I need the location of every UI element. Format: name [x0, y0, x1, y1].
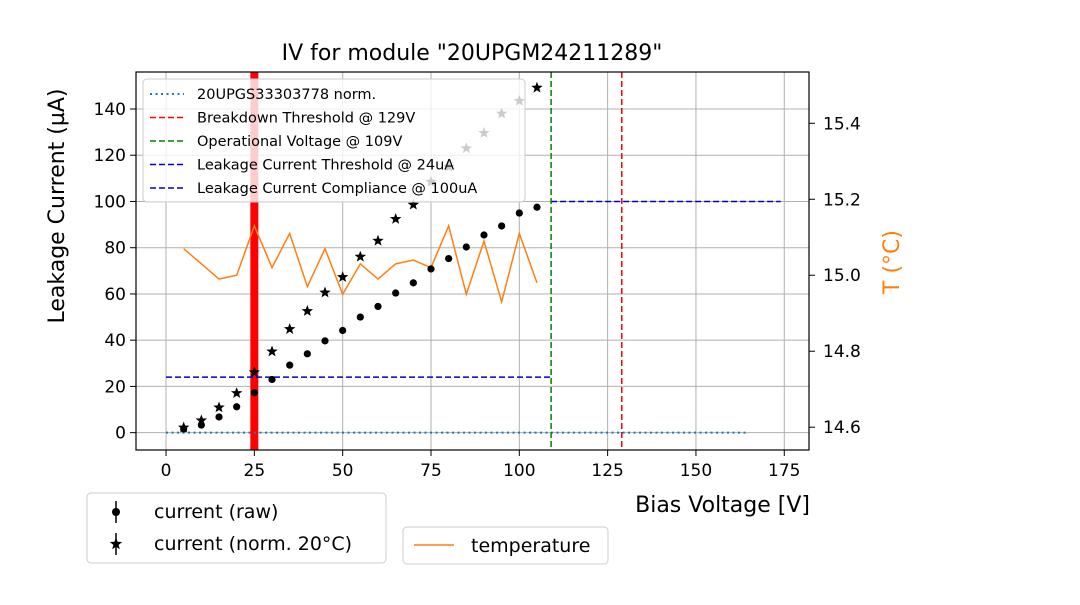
raw-current-point — [233, 403, 241, 411]
temperature-line — [183, 223, 538, 305]
raw-current-point — [480, 231, 488, 239]
x-tick-label: 100 — [503, 461, 535, 481]
legend-norm-marker — [109, 537, 123, 550]
norm-current-point — [301, 305, 314, 316]
legend-current-box — [86, 492, 387, 564]
norm-current-point — [531, 81, 543, 93]
x-axis-label: Bias Voltage [V] — [635, 493, 810, 518]
raw-current-point — [445, 254, 453, 263]
x-tick-label: 0 — [161, 461, 172, 481]
legend-raw-label: current (raw) — [154, 501, 278, 523]
legend-threshold-label: Leakage Current Threshold @ 24uA — [197, 158, 454, 174]
legend-temperature-label: temperature — [471, 535, 590, 557]
raw-current-point — [286, 361, 294, 369]
y2-tick-label: 15.4 — [823, 114, 861, 134]
plot-frame — [135, 71, 810, 451]
raw-current-point — [250, 389, 258, 397]
raw-current-point — [409, 279, 417, 287]
norm-current-point — [372, 234, 384, 246]
y2-tick-label: 14.8 — [823, 342, 861, 362]
legend-norm-label: current (norm. 20°C) — [154, 533, 352, 555]
raw-current-point — [498, 222, 506, 230]
x-tick-label: 50 — [332, 461, 354, 481]
y-tick-label: 120 — [94, 146, 126, 166]
raw-current-point — [462, 243, 470, 251]
legend-main-box — [142, 78, 526, 203]
legend-temperature-box — [402, 526, 609, 565]
norm-current-point — [389, 213, 402, 224]
y-tick-label: 100 — [94, 192, 126, 212]
norm-current-point — [195, 414, 208, 426]
legend-raw-marker — [112, 508, 120, 516]
y2-tick-label: 15.2 — [823, 190, 861, 210]
norm-current-point — [248, 366, 261, 378]
raw-current-point — [515, 209, 523, 217]
chart-title: IV for module "20UPGM24211289" — [282, 41, 663, 66]
norm-current-point — [283, 323, 296, 334]
raw-current-point — [321, 337, 329, 345]
raw-current-point — [427, 265, 435, 273]
raw-current-point — [303, 350, 311, 358]
x-tick-label: 25 — [244, 461, 266, 481]
raw-current-point — [215, 413, 223, 421]
y-tick-label: 60 — [104, 285, 126, 305]
norm-current-point — [266, 345, 278, 357]
norm-current-point — [336, 271, 349, 282]
raw-current-point — [356, 313, 364, 321]
raw-current-point — [392, 289, 400, 297]
y2-tick-label: 14.6 — [823, 418, 861, 438]
norm-current-point — [213, 401, 225, 413]
x-tick-label: 75 — [420, 461, 442, 481]
raw-current-point — [374, 302, 382, 311]
legend-operational-label: Operational Voltage @ 109V — [197, 134, 402, 150]
y-tick-label: 80 — [104, 239, 126, 259]
y-tick-label: 40 — [104, 331, 126, 351]
y2-axis-label: T (°C) — [880, 230, 905, 295]
norm-current-point — [354, 250, 367, 262]
raw-current-point — [339, 326, 347, 335]
norm-current-point — [407, 198, 420, 210]
y-axis-label: Leakage Current (µA) — [45, 88, 70, 323]
legend-breakdown-label: Breakdown Threshold @ 129V — [197, 111, 415, 127]
y-tick-label: 20 — [104, 377, 126, 397]
y2-tick-label: 15.0 — [823, 266, 861, 286]
norm-current-point — [319, 286, 331, 298]
legend-compliance-label: Leakage Current Compliance @ 100uA — [197, 181, 477, 197]
x-tick-label: 150 — [680, 461, 712, 481]
x-tick-label: 175 — [768, 461, 800, 481]
y-tick-label: 0 — [115, 424, 126, 444]
norm-current-point — [177, 421, 190, 433]
raw-current-point — [268, 375, 276, 384]
raw-current-point — [533, 203, 541, 211]
y-tick-label: 140 — [94, 100, 126, 120]
x-tick-label: 125 — [591, 461, 623, 481]
legend-reference-label: 20UPGS33303778 norm. — [197, 87, 376, 103]
norm-current-point — [230, 387, 243, 398]
